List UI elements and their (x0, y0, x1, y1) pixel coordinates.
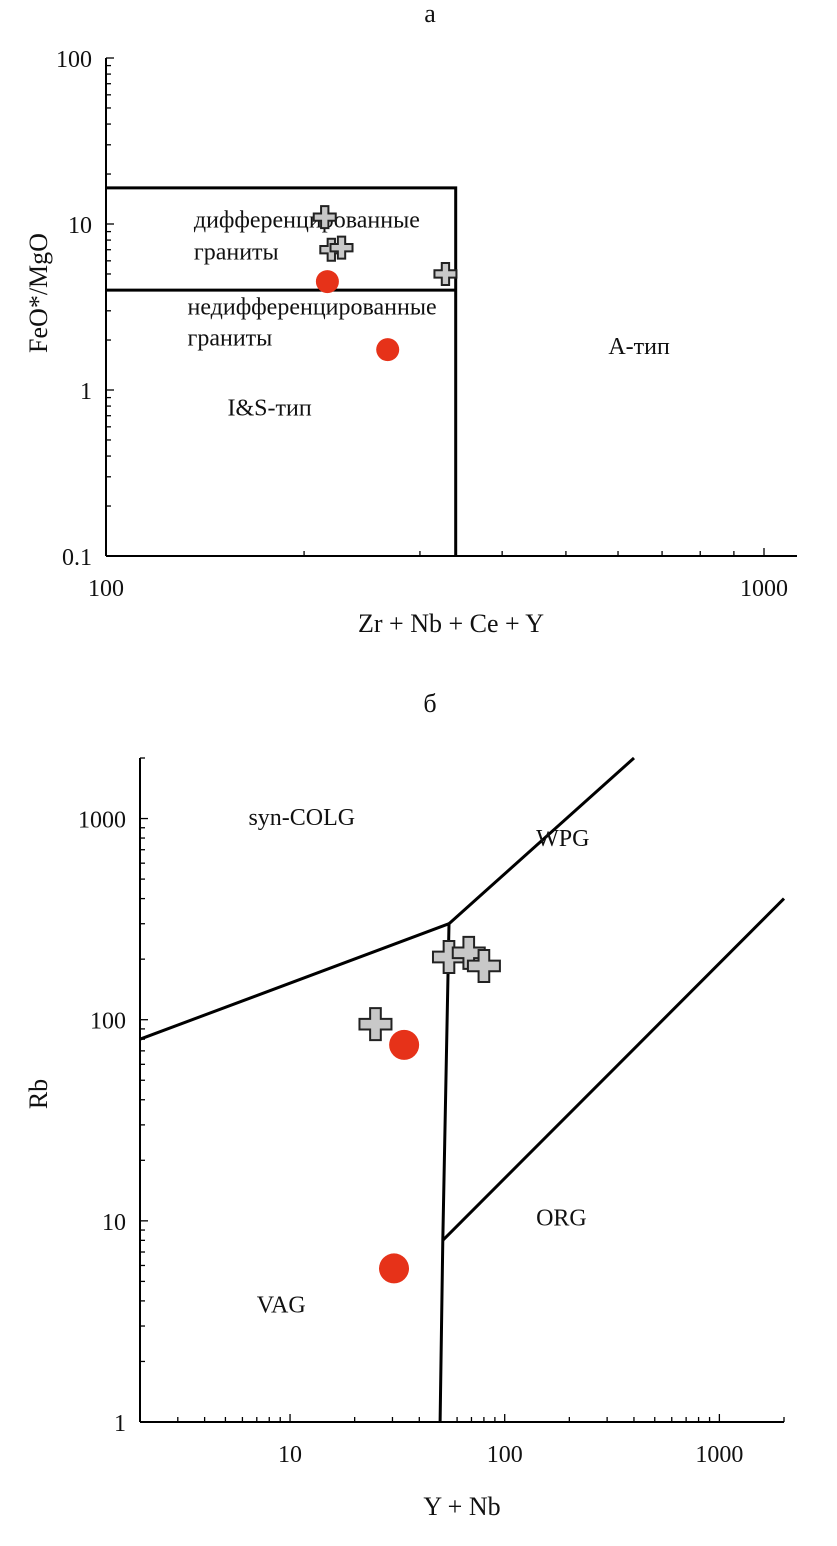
data-point-cross (329, 235, 354, 260)
x-tick-label: 100 (88, 576, 124, 602)
y-tick-label: 0.1 (62, 545, 92, 571)
field-label: WPG (536, 826, 589, 852)
panel-label-a: а (424, 0, 436, 28)
field-boundary-line (441, 897, 786, 1242)
x-tick-label: 1000 (740, 576, 788, 602)
field-label: ORG (536, 1205, 587, 1231)
x-axis-label-a: Zr + Nb + Ce + Y (358, 609, 544, 638)
x-tick-label: 1000 (695, 1442, 743, 1468)
field-boundary-line (106, 186, 458, 556)
chart-panel-a: а 0.1 1 10 100 100 1000 дифференцированные гран… (24, 0, 797, 638)
plot-area-b: 1 10 100 1000 10 100 1000 syn-COLG WPG ORG VAG (78, 756, 786, 1468)
field-label: граниты (194, 240, 279, 266)
y-tick-label: 1000 (78, 808, 126, 834)
y-tick-label: 100 (56, 47, 92, 73)
field-label: дифференцированные (194, 208, 420, 234)
field-label: I&S-тип (228, 396, 312, 422)
data-point-circle (376, 338, 400, 362)
data-point-circle (379, 1253, 410, 1284)
field-boundary-line (139, 922, 450, 1041)
y-tick-label: 1 (114, 1411, 126, 1437)
field-label: граниты (187, 326, 272, 352)
y-tick-label: 10 (102, 1210, 126, 1236)
plot-area-a: 0.1 1 10 100 100 1000 дифференцированные гранит… (56, 47, 797, 602)
y-tick-label: 100 (90, 1009, 126, 1035)
field-boundary-line (447, 756, 636, 925)
y-tick-label: 1 (80, 379, 92, 405)
data-point-circle (389, 1029, 420, 1060)
y-tick-label: 10 (68, 213, 92, 239)
field-label: VAG (257, 1293, 306, 1319)
field-label: недифференцированные (187, 294, 436, 320)
y-axis-label-a: FeO*/MgO (24, 233, 53, 353)
x-tick-label: 10 (278, 1442, 302, 1468)
data-point-cross (312, 205, 337, 230)
data-point-circle (315, 270, 339, 294)
chart-panel-b: б 1 10 100 1000 10 100 1000 syn-COLG WPG ORG VAG Y… (24, 689, 786, 1521)
data-point-cross (433, 261, 458, 286)
x-tick-label: 100 (487, 1442, 523, 1468)
data-point-cross (358, 1007, 393, 1042)
y-axis-label-b: Rb (24, 1079, 53, 1109)
x-axis-label-b: Y + Nb (423, 1492, 500, 1521)
field-boundary-line (438, 923, 451, 1423)
field-label: syn-COLG (248, 805, 355, 831)
field-label: A-тип (608, 334, 670, 360)
panel-label-b: б (423, 689, 436, 718)
data-point-cross (466, 948, 501, 983)
